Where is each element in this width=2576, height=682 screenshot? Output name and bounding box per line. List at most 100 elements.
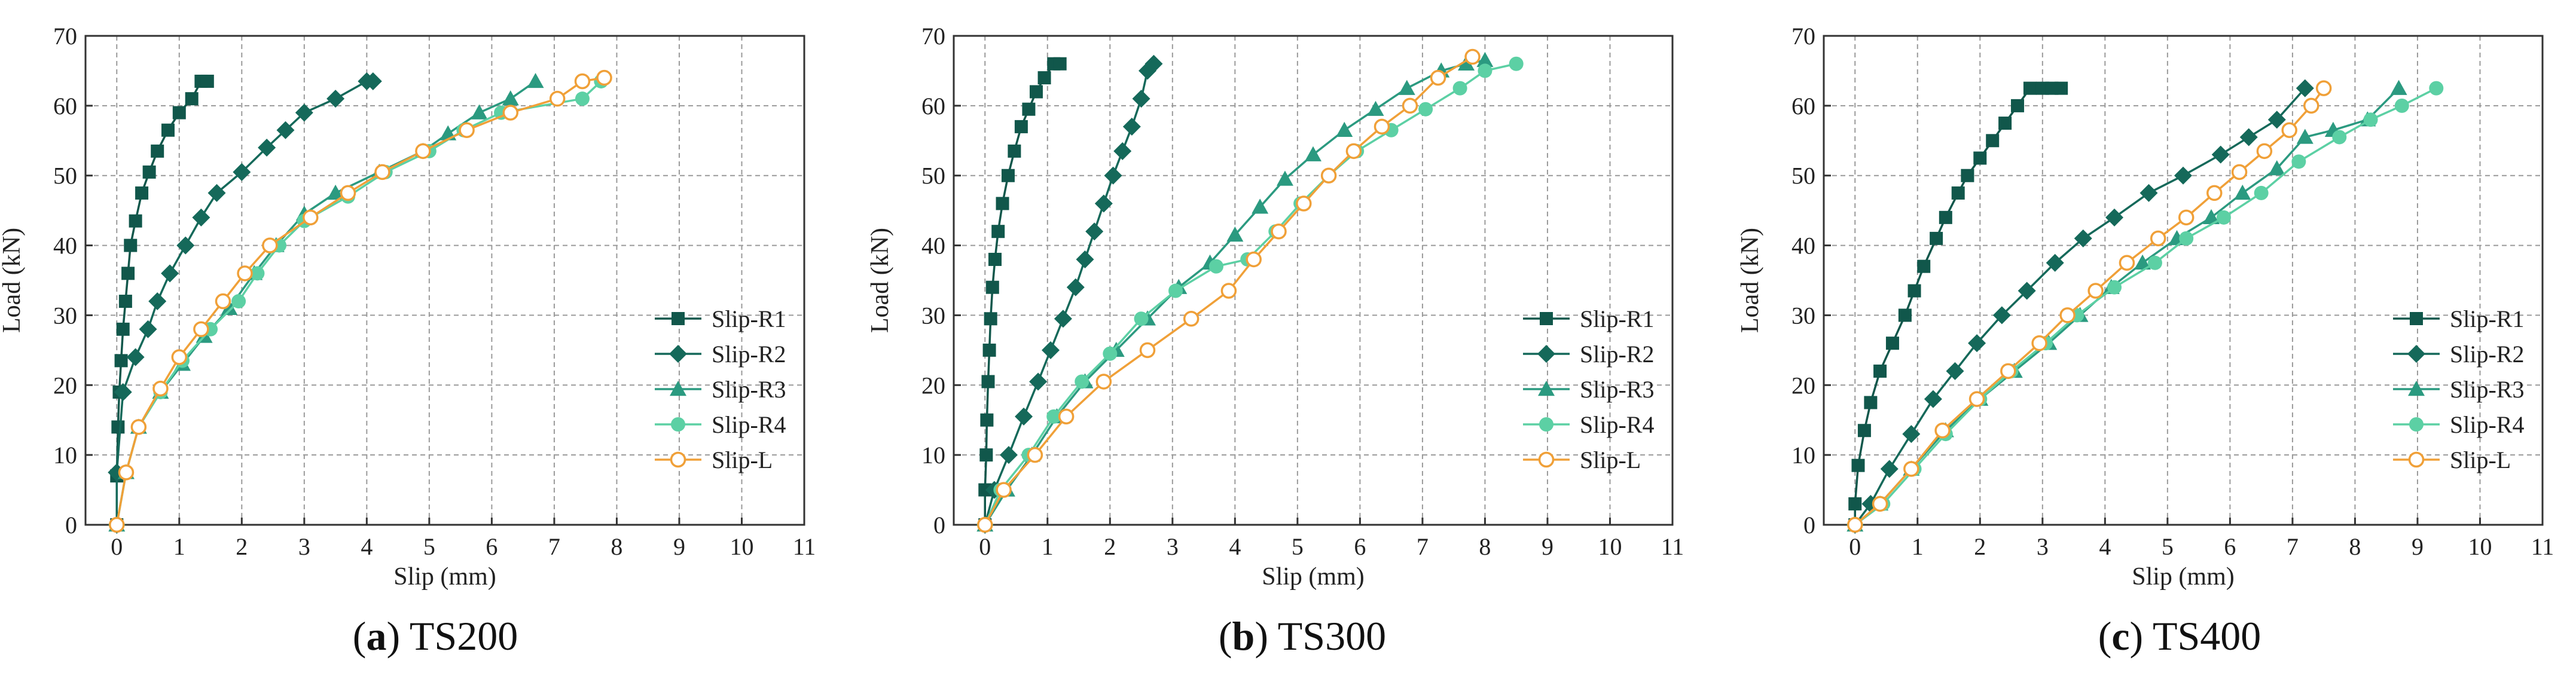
data-point [1022, 102, 1036, 116]
data-point [1986, 134, 2000, 148]
data-point [1478, 63, 1493, 78]
series-line [984, 63, 1517, 525]
x-tick-label: 6 [2224, 533, 2236, 560]
data-point [1902, 425, 1921, 444]
data-point [109, 516, 125, 533]
data-point [2174, 166, 2192, 185]
data-point [1898, 308, 1912, 322]
data-point [1134, 311, 1149, 326]
legend-marker [1540, 312, 1553, 325]
series-slip-l [977, 48, 1481, 533]
data-point [2147, 255, 2162, 270]
data-point [1053, 57, 1067, 71]
data-point [2203, 209, 2220, 225]
x-tick-label: 7 [1417, 533, 1429, 560]
y-tick-label: 60 [1791, 93, 1815, 120]
x-tick-label: 7 [2287, 533, 2299, 560]
legend: Slip-R1 Slip-R2 Slip-R3 Slip-R4 Slip-L [655, 305, 786, 473]
data-point [2139, 184, 2158, 202]
data-point [977, 516, 993, 533]
data-point [1934, 422, 1951, 439]
x-tick-label: 3 [1167, 533, 1179, 560]
data-point [1458, 55, 1475, 71]
y-tick-label: 20 [921, 372, 945, 399]
series-line [1854, 87, 2437, 526]
legend-marker [1539, 417, 1553, 432]
legend-label: Slip-R4 [1580, 411, 1654, 438]
series-slip-r2 [976, 54, 1163, 534]
data-point [114, 354, 128, 368]
y-tick-label: 50 [921, 163, 945, 189]
x-tick-label: 11 [1661, 533, 1684, 560]
data-point [118, 295, 132, 308]
data-point [1296, 195, 1312, 212]
caption-b-tag: b [1232, 613, 1255, 659]
data-point [1402, 97, 1418, 114]
data-point [1144, 54, 1163, 73]
legend-label: Slip-R1 [712, 305, 786, 332]
legend-marker [1538, 451, 1555, 468]
series-line [1854, 87, 2400, 526]
data-point [1345, 143, 1362, 160]
x-tick-label: 9 [2412, 533, 2424, 560]
data-point [549, 90, 566, 107]
data-point [148, 292, 167, 311]
data-point [1992, 306, 2011, 325]
data-point [1367, 100, 1384, 116]
caption-c-tag: c [2111, 613, 2130, 659]
x-tick-label: 1 [1912, 533, 1924, 560]
data-point [2296, 129, 2313, 144]
x-tick-label: 10 [730, 533, 753, 560]
data-point [2046, 253, 2064, 272]
data-point [303, 209, 319, 226]
series-slip-r1 [978, 57, 1067, 531]
data-point [1418, 102, 1433, 117]
data-point [2390, 79, 2407, 95]
data-point [979, 448, 993, 462]
x-axis-label: Slip (mm) [2132, 563, 2235, 591]
data-point [193, 321, 209, 338]
y-axis-label: Load (kN) [1736, 228, 1764, 333]
legend-marker [2410, 312, 2423, 325]
data-point [981, 375, 995, 389]
data-point [1880, 460, 1899, 478]
y-tick-label: 30 [53, 302, 77, 329]
data-point [1139, 342, 1156, 359]
legend-marker [669, 345, 687, 363]
data-point [295, 103, 313, 122]
data-point [139, 320, 157, 338]
data-point [1029, 85, 1043, 99]
series-slip-r4 [1848, 81, 2444, 532]
legend-marker [1537, 345, 1555, 363]
data-point [527, 72, 544, 88]
data-point [1998, 117, 2012, 130]
legend-label: Slip-R1 [2450, 305, 2524, 332]
data-point [172, 106, 186, 120]
data-point [2239, 128, 2258, 146]
legend-marker [1538, 381, 1555, 396]
data-point [1132, 90, 1150, 108]
data-point [114, 383, 132, 401]
data-point [1907, 284, 1921, 298]
series-slip-r4 [978, 56, 1524, 532]
data-point [1027, 446, 1043, 463]
plot-frame [84, 35, 805, 526]
series-slip-r1 [1848, 81, 2068, 531]
data-point [258, 138, 276, 157]
data-point [1075, 374, 1089, 389]
y-axis-label: Load (kN) [0, 228, 26, 333]
x-tick-label: 6 [486, 533, 498, 560]
data-point [1968, 334, 1986, 353]
data-point [2234, 184, 2251, 200]
x-tick-label: 10 [2468, 533, 2492, 560]
data-point [1939, 210, 1952, 224]
data-point [129, 214, 142, 228]
data-point [1015, 407, 1033, 426]
data-point [1476, 51, 1494, 68]
x-tick-label: 1 [173, 533, 185, 560]
series-slip-r3 [108, 72, 544, 532]
data-point [991, 225, 1005, 238]
data-point [2105, 208, 2124, 227]
caption-b: (b) TS300 [1218, 613, 1387, 659]
